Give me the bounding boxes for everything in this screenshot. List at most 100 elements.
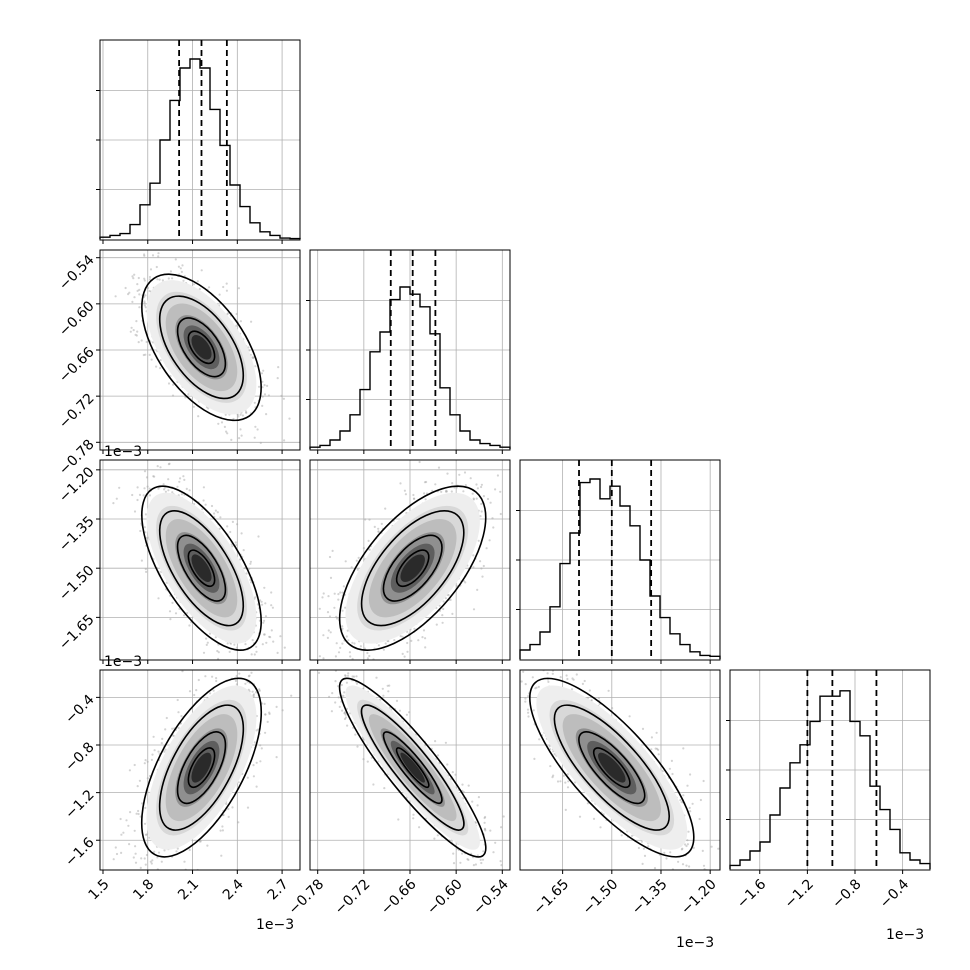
sample-point — [476, 487, 479, 490]
sample-point — [231, 806, 234, 809]
sample-point — [156, 856, 159, 859]
sample-point — [137, 276, 140, 280]
sample-point — [135, 320, 138, 323]
sample-point — [252, 775, 255, 778]
sample-point — [225, 664, 227, 666]
sample-point — [198, 287, 201, 291]
sample-point — [204, 675, 207, 678]
sample-point — [171, 601, 174, 605]
panel-frame — [309, 249, 511, 451]
sample-point — [364, 518, 367, 521]
sample-point — [339, 646, 342, 650]
sample-point — [481, 575, 484, 578]
panel-frame — [99, 249, 301, 451]
sample-point — [499, 512, 502, 516]
sample-point — [232, 417, 235, 421]
hist-panel-0 — [96, 39, 301, 244]
sample-point — [235, 646, 238, 649]
sample-point — [377, 530, 380, 533]
sample-point — [326, 636, 329, 640]
contour-line — [141, 485, 262, 651]
sample-point — [220, 854, 223, 857]
sample-point — [118, 486, 121, 489]
sample-point — [161, 279, 164, 282]
sample-point — [176, 698, 179, 702]
sample-point — [179, 477, 182, 480]
sample-point — [514, 507, 516, 509]
sample-point — [144, 242, 146, 244]
sample-point — [254, 425, 257, 428]
density-level — [400, 554, 425, 582]
sample-point — [256, 428, 259, 431]
sample-point — [237, 415, 240, 418]
sample-point — [140, 559, 143, 562]
contour-line — [338, 485, 487, 651]
sample-point — [329, 576, 333, 580]
sample-point — [410, 639, 413, 643]
sample-point — [205, 643, 208, 647]
sample-point — [120, 851, 123, 855]
sample-point — [192, 405, 195, 408]
sample-point — [136, 283, 139, 286]
sample-point — [368, 548, 371, 551]
sample-point — [248, 567, 251, 570]
sample-point — [255, 761, 258, 764]
sample-point — [186, 611, 189, 615]
sample-point — [283, 646, 286, 649]
sample-point — [133, 273, 136, 276]
sample-point — [237, 821, 240, 824]
sample-point — [377, 527, 380, 530]
sample-point — [127, 293, 130, 296]
sample-point — [202, 499, 205, 502]
sample-point — [242, 549, 245, 552]
sample-point — [161, 737, 164, 741]
sample-point — [264, 602, 267, 605]
sample-point — [431, 489, 434, 492]
sample-point — [477, 539, 480, 542]
sample-point — [188, 624, 191, 627]
sample-point — [236, 523, 239, 526]
sample-point — [318, 607, 321, 610]
sample-point — [167, 382, 171, 385]
sample-point — [183, 478, 186, 481]
sample-point — [492, 526, 495, 529]
sample-point — [130, 326, 133, 329]
sample-point — [255, 628, 257, 630]
sample-point — [219, 516, 222, 519]
sample-point — [270, 591, 273, 594]
sample-point — [228, 650, 231, 654]
sample-point — [444, 597, 447, 600]
sample-point — [263, 384, 266, 387]
sample-point — [354, 662, 356, 664]
sample-point — [151, 254, 155, 257]
sample-point — [226, 642, 229, 645]
sample-point — [167, 463, 170, 466]
sample-point — [233, 643, 236, 646]
sample-point — [261, 380, 264, 383]
sample-point — [144, 353, 147, 356]
sample-point — [259, 744, 262, 747]
sample-point — [263, 633, 266, 636]
sample-point — [235, 543, 238, 547]
sample-point — [267, 394, 270, 397]
sample-point — [131, 275, 134, 278]
sample-point — [216, 511, 219, 514]
sample-point — [230, 543, 233, 546]
sample-point — [145, 536, 148, 540]
sample-point — [129, 330, 132, 333]
sample-point — [261, 643, 264, 646]
sample-point — [312, 673, 314, 675]
sample-point — [201, 508, 204, 511]
sample-point — [265, 641, 268, 644]
sample-point — [223, 425, 226, 428]
sample-point — [349, 655, 352, 658]
sample-point — [158, 278, 161, 281]
sample-point — [290, 694, 293, 697]
sample-point — [143, 822, 147, 825]
sample-point — [188, 848, 191, 852]
sample-point — [171, 491, 174, 494]
sample-point — [412, 493, 415, 497]
sample-point — [133, 296, 136, 299]
sample-point — [334, 655, 337, 658]
contour-line — [382, 534, 443, 602]
